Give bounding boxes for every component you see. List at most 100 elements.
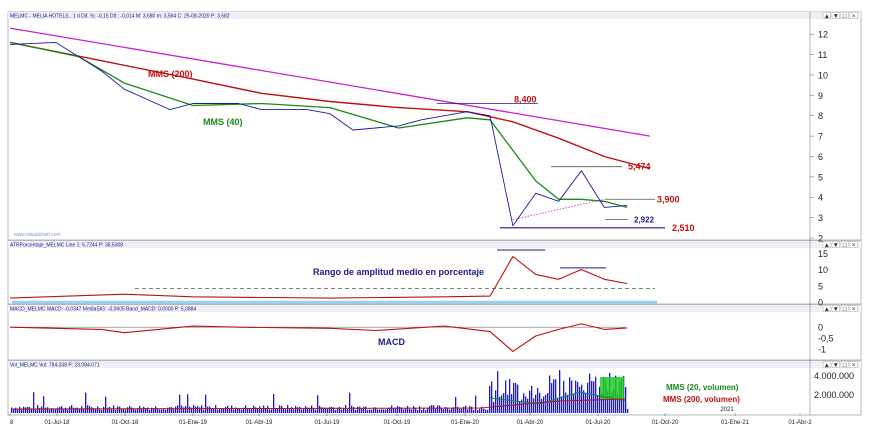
atr-panel[interactable] <box>7 240 862 305</box>
volume-bar <box>379 409 381 413</box>
volume-bar <box>115 409 117 413</box>
volume-bar <box>331 406 333 413</box>
volume-bar <box>287 405 289 413</box>
volume-bar <box>29 407 31 413</box>
volume-bar <box>229 408 231 413</box>
atr-annotation: Rango de amplitud medio en porcentaje <box>313 267 484 277</box>
volume-bar <box>169 407 171 413</box>
volume-bar <box>127 407 129 413</box>
volume-bar <box>601 393 603 413</box>
volume-bar <box>327 408 329 413</box>
price-panel[interactable] <box>7 11 862 241</box>
volume-bar <box>45 407 47 413</box>
volume-bar <box>149 409 151 413</box>
volume-bar <box>385 409 387 413</box>
volume-bar <box>199 407 201 413</box>
volume-bar <box>337 407 339 413</box>
volume-bar <box>231 405 233 413</box>
panel-control-button <box>849 361 858 368</box>
volume-bar <box>137 408 139 413</box>
macd-panel[interactable] <box>7 304 862 361</box>
volume-bar <box>371 409 373 413</box>
volume-bar <box>445 407 447 413</box>
volume-bar <box>59 406 61 413</box>
volume-bar <box>307 407 309 413</box>
volume-bar <box>389 407 391 413</box>
mms40-label: MMS (40) <box>203 117 243 127</box>
volume-bar <box>255 407 257 413</box>
y-tick-label: 7 <box>818 132 823 142</box>
volume-bar <box>347 409 349 413</box>
volume-bar <box>519 401 521 413</box>
volume-bar <box>141 409 143 413</box>
panel-control-icon: ▲ <box>825 307 829 313</box>
volume-bar <box>363 406 365 413</box>
panel-control-button <box>849 305 858 312</box>
volume-bar <box>125 409 127 413</box>
panel-control-icon: ✕ <box>852 14 856 20</box>
volume-bar <box>131 407 133 413</box>
volume-bar <box>567 394 569 413</box>
volume-bar <box>485 409 487 413</box>
volume-bar <box>491 381 493 413</box>
volume-bar <box>105 396 107 413</box>
volume-bar <box>361 408 363 413</box>
volume-bar <box>309 407 311 413</box>
volume-bar <box>51 408 53 413</box>
volume-bar <box>197 406 199 413</box>
volume-bar <box>577 381 579 413</box>
volume-bar <box>31 409 33 413</box>
volume-bar <box>425 409 427 413</box>
volume-bar <box>529 390 531 413</box>
volume-bar <box>117 406 119 413</box>
volume-bar <box>17 409 19 413</box>
volume-bar <box>281 405 283 413</box>
volume-bar <box>295 405 297 413</box>
volume-bar <box>499 396 501 413</box>
volume-bar <box>403 409 405 413</box>
volume-bar <box>467 409 469 413</box>
volume-bar <box>91 407 93 413</box>
volume-bar <box>293 409 295 413</box>
volume-bar <box>177 405 179 413</box>
volume-bar <box>85 392 87 413</box>
series-line-mms40 <box>9 41 628 209</box>
volume-bar <box>521 399 523 413</box>
volume-bar <box>471 406 473 413</box>
volume-bar <box>435 408 437 413</box>
volume-bar <box>109 406 111 413</box>
volume-bar <box>353 407 355 413</box>
volume-bar <box>515 383 517 413</box>
volume-bar <box>359 406 361 413</box>
volume-bar <box>99 408 101 413</box>
volume-bar <box>317 395 319 413</box>
volume-bar <box>165 409 167 413</box>
volume-bar <box>533 398 535 413</box>
volume-bar <box>97 406 99 413</box>
volume-bar <box>41 406 43 413</box>
x-tick-label: 01-Abr-20 <box>517 420 544 426</box>
panel-control-button <box>822 12 831 19</box>
macd-panel-title: MACD_MELMC MACD: -0,0347 MediaSIG: -0,06… <box>10 307 196 313</box>
volume-bar <box>119 406 121 413</box>
macd-y-tick: -0,5 <box>818 334 834 344</box>
volume-bar <box>463 406 465 413</box>
volume-bar <box>263 405 265 413</box>
volume-bar <box>301 409 303 413</box>
volume-bar <box>413 406 415 413</box>
volume-panel[interactable] <box>7 360 862 416</box>
panel-control-button <box>840 12 849 19</box>
volume-bar <box>219 409 221 413</box>
volume-bar <box>251 409 253 413</box>
volume-bar <box>243 407 245 413</box>
volume-bar <box>503 393 505 413</box>
volume-bar <box>437 405 439 413</box>
volume-bar <box>133 408 135 413</box>
panel-control-icon: ✕ <box>852 363 856 369</box>
volume-bar <box>237 407 239 413</box>
volume-bar <box>481 406 483 413</box>
volume-bar <box>139 405 141 413</box>
y-tick-label: 6 <box>818 152 823 162</box>
volume-bar <box>627 409 629 413</box>
volume-bar <box>53 409 55 413</box>
